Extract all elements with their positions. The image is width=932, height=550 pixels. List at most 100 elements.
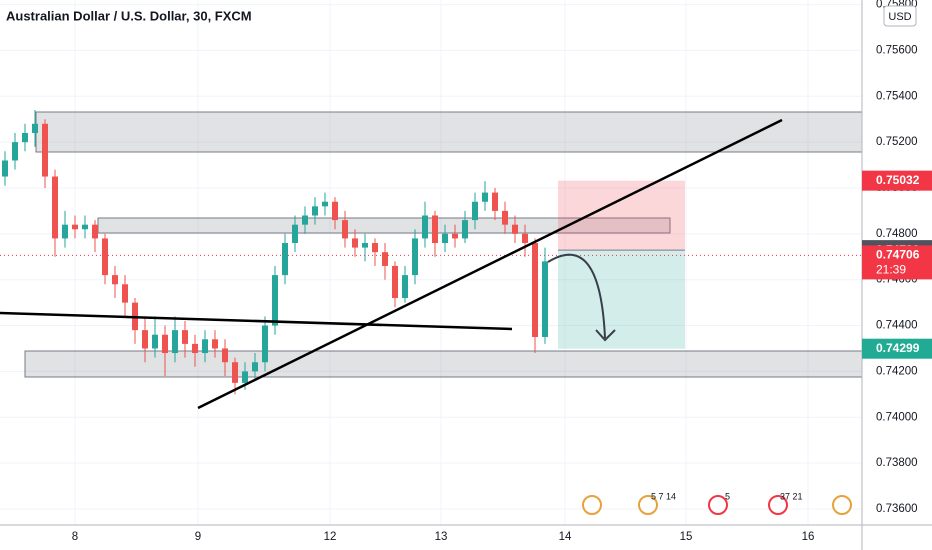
y-tick-label: 0.74400: [876, 320, 918, 332]
x-tick-label: 12: [324, 531, 337, 543]
candle-body: [542, 261, 548, 338]
price-label: 0.74299: [876, 341, 920, 355]
x-tick-label: 9: [195, 531, 201, 543]
candle-body: [252, 362, 258, 372]
candle-body: [472, 201, 478, 221]
candle-body: [342, 220, 348, 239]
candle-body: [172, 330, 178, 354]
candle-body: [362, 243, 368, 248]
event-icon: [638, 495, 658, 515]
candle-body: [192, 343, 198, 354]
candle-body: [402, 275, 408, 299]
candle-body: [462, 220, 468, 239]
candle-body: [492, 192, 498, 211]
x-tick-label: 15: [680, 531, 693, 543]
trend-line: [197, 118, 783, 410]
arrow-head: [595, 329, 616, 342]
candle-body: [52, 176, 58, 239]
price-label: 0.75032: [876, 173, 920, 187]
candle-body: [352, 238, 358, 248]
candle-body: [12, 142, 18, 161]
event-label: 5: [725, 491, 730, 501]
candles: [2, 110, 548, 395]
chart-title: Australian Dollar / U.S. Dollar, 30, FXC…: [6, 8, 252, 23]
candle-body: [522, 233, 528, 244]
y-tick-label: 0.74000: [876, 411, 918, 423]
grid: [0, 0, 862, 525]
event-icon: [708, 495, 728, 515]
currency: USD: [888, 11, 911, 23]
trend-lines: [0, 118, 783, 410]
candle-body: [212, 339, 218, 349]
stop-zone: [558, 180, 685, 251]
candle-body: [22, 132, 28, 143]
candle-body: [182, 330, 188, 344]
candle-body: [92, 224, 98, 239]
y-tick-label: 0.74800: [876, 228, 918, 240]
axes: 0.736000.738000.740000.742000.744000.746…: [72, 0, 932, 543]
candle-body: [262, 325, 268, 363]
candle-body: [122, 284, 128, 303]
y-tick-label: 0.73600: [876, 503, 918, 515]
event-icon: [832, 495, 852, 515]
candle-body: [452, 233, 458, 239]
candle-body: [232, 362, 238, 383]
candle-body: [242, 371, 248, 383]
events: 5 7 14 5 37 21: [582, 491, 852, 515]
price-label-bg: [862, 170, 932, 191]
candle-body: [32, 123, 38, 133]
candle-body: [532, 243, 538, 338]
candle-body: [82, 224, 88, 230]
candle-body: [302, 215, 308, 225]
candle-body: [292, 224, 298, 244]
y-tick-label: 0.73800: [876, 457, 918, 469]
trend-line: [0, 311, 513, 331]
candle-body: [272, 275, 278, 326]
candle-body: [102, 238, 108, 276]
candle-body: [432, 215, 438, 244]
candle-body: [332, 201, 338, 221]
candle-body: [312, 206, 318, 216]
candle-body: [222, 348, 228, 363]
last-price-label: 0.74706: [876, 248, 920, 262]
candle-body: [142, 330, 148, 349]
candle-body: [442, 233, 448, 244]
candle-body: [2, 160, 8, 177]
event-label: 37 21: [780, 491, 803, 501]
y-tick-label: 0.75800: [876, 0, 918, 11]
time-axis: [0, 525, 932, 550]
short-position: [0, 180, 862, 349]
x-tick-label: 14: [559, 531, 572, 543]
candle-body: [72, 224, 78, 230]
candle-body: [62, 224, 68, 239]
arrow: [547, 253, 606, 339]
candle-body: [42, 123, 48, 177]
y-tick-label: 0.75400: [876, 90, 918, 102]
y-tick-label: 0.75200: [876, 136, 918, 148]
candle-body: [382, 252, 388, 266]
target-zone: [558, 250, 685, 349]
candle-body: [372, 243, 378, 253]
y-tick-label: 0.74200: [876, 365, 918, 377]
x-tick-label: 16: [802, 531, 815, 543]
candle-body: [152, 334, 158, 349]
candle-body: [502, 210, 508, 225]
candle-body: [202, 339, 208, 354]
x-tick-label: 8: [72, 531, 78, 543]
candle-body: [392, 265, 398, 299]
candle-body: [412, 238, 418, 276]
candle-body: [422, 215, 428, 239]
resistance-zone: [35, 111, 863, 153]
y-tick-label: 0.75600: [876, 44, 918, 56]
event-icon: [768, 495, 788, 515]
event-icon: [582, 495, 602, 515]
support-zone: [24, 350, 863, 378]
last-price-bg: [862, 245, 932, 280]
candle-body: [112, 275, 118, 285]
countdown: 21:39: [876, 263, 906, 277]
candle-body: [322, 201, 328, 207]
candle-body: [282, 243, 288, 276]
currency-box: [883, 5, 917, 27]
price-label-bg: [862, 338, 932, 359]
